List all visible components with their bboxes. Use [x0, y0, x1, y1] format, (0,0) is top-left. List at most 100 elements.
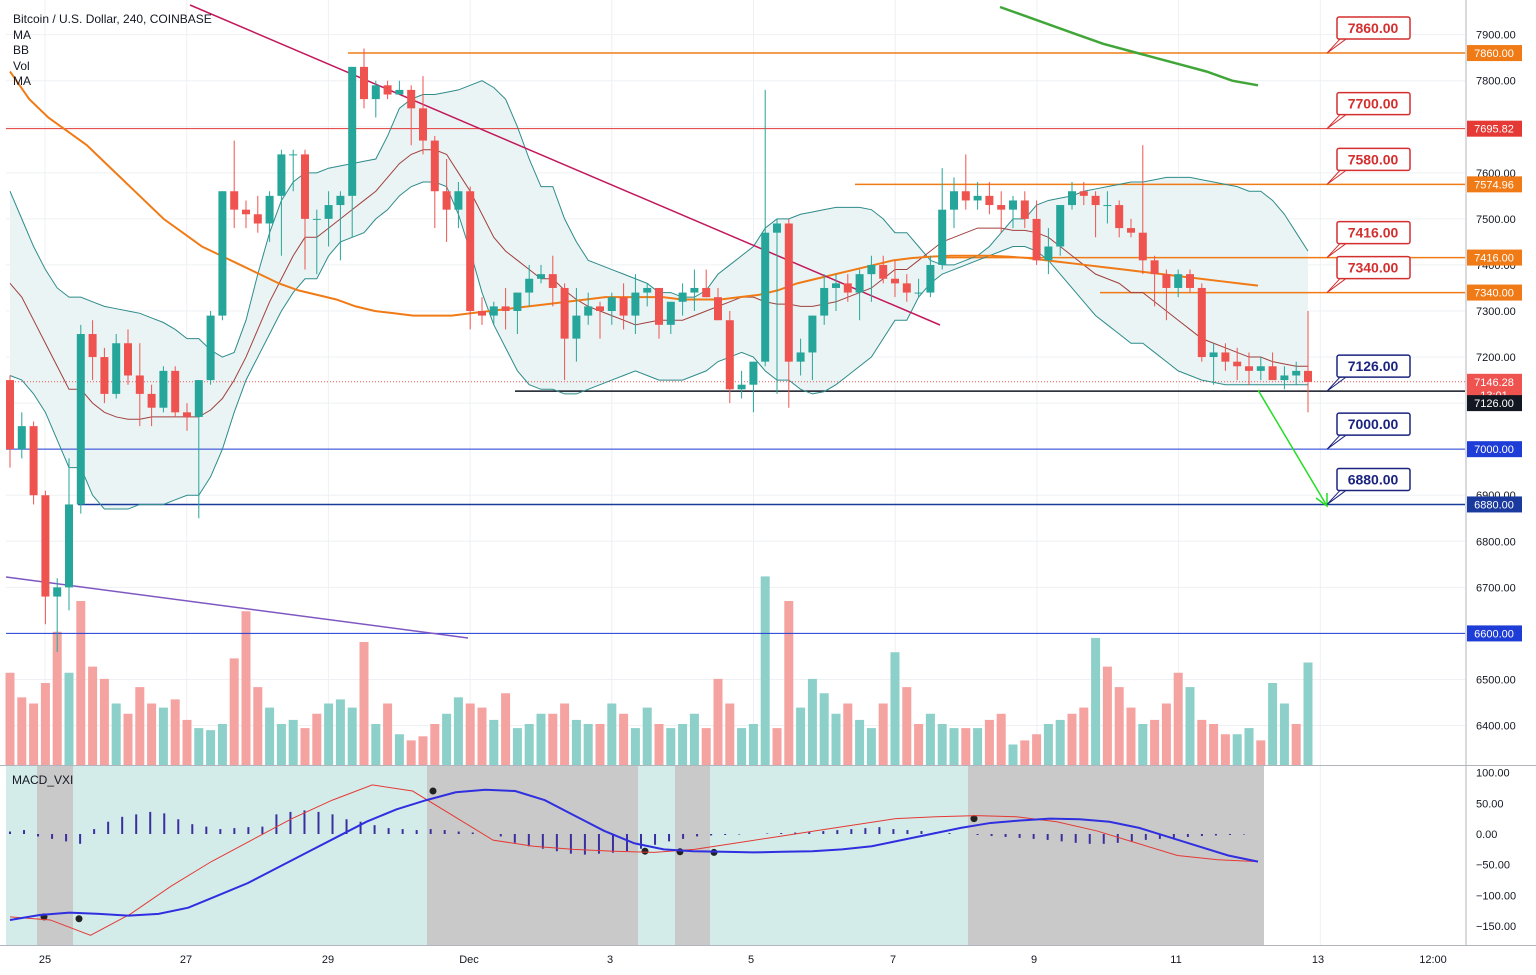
candle-body	[914, 292, 923, 294]
candle-body	[41, 495, 50, 597]
candle-body	[737, 384, 746, 390]
volume-bar	[1291, 724, 1301, 765]
time-axis-label: 9	[1031, 954, 1037, 966]
volume-bar	[501, 693, 511, 765]
volume-bar	[253, 687, 263, 765]
candle-body	[383, 85, 392, 95]
volume-bar	[1043, 724, 1053, 765]
time-axis-label: 25	[39, 954, 51, 966]
volume-bar	[170, 699, 180, 765]
volume-bar	[583, 724, 593, 765]
price-axis-label: 7800.00	[1476, 76, 1516, 88]
candle-body	[902, 283, 911, 293]
candle-body	[525, 278, 534, 293]
candle-body	[112, 343, 121, 394]
candle-body	[938, 209, 947, 265]
candle-body	[1174, 274, 1183, 288]
annotation-label: 7580.00	[1348, 151, 1399, 167]
candle-body	[312, 218, 321, 220]
candle-body	[29, 426, 38, 496]
candle-body	[1209, 352, 1218, 358]
volume-bar	[595, 724, 605, 765]
candle-body	[820, 287, 829, 316]
volume-bar	[418, 736, 428, 765]
price-tag-text: 7000.00	[1474, 444, 1514, 456]
legend-vol[interactable]: Vol	[13, 58, 30, 73]
volume-bar	[914, 724, 924, 765]
volume-bar	[324, 703, 334, 765]
volume-bar	[465, 703, 475, 765]
volume-bar	[312, 713, 322, 765]
candle-body	[761, 232, 770, 362]
price-tag-text: 7340.00	[1474, 288, 1514, 300]
volume-bar	[1161, 703, 1171, 765]
volume-bar	[701, 728, 711, 765]
candle-body	[501, 306, 510, 311]
macd-axis-label: −150.00	[1476, 921, 1516, 933]
legend-ma[interactable]: MA	[13, 27, 31, 42]
candle-body	[242, 209, 250, 215]
candle-body	[784, 223, 793, 362]
volume-bar	[654, 724, 664, 765]
candle-body	[1221, 352, 1230, 362]
candle-body	[265, 195, 274, 224]
candle-body	[1091, 195, 1100, 206]
macd-label: MACD_VXI	[12, 773, 73, 787]
volume-bar	[737, 728, 747, 765]
candle-body	[277, 154, 286, 196]
legend-ma2[interactable]: MA	[13, 74, 31, 88]
annotation-pointer	[1326, 38, 1347, 54]
annotation-pointer	[1326, 376, 1347, 392]
candle-body	[194, 380, 203, 417]
annotation-box	[1336, 16, 1411, 40]
candle-body	[360, 66, 368, 100]
legend-bb[interactable]: BB	[13, 43, 30, 57]
candle-body	[560, 287, 569, 339]
time-axis-label: 5	[748, 954, 754, 966]
price-tag-text: 7126.00	[1474, 398, 1514, 410]
annotation-pointer	[1326, 278, 1347, 293]
annotation-label: 7000.00	[1348, 416, 1399, 432]
macd-cross-dot	[75, 915, 83, 923]
time-axis-label: 11	[1170, 954, 1181, 966]
volume-bar	[961, 728, 971, 765]
volume-bar	[158, 707, 168, 765]
volume-bar	[925, 713, 935, 765]
candle-body	[596, 306, 604, 311]
price-tag-bg	[1467, 395, 1522, 412]
time-axis-label: Dec	[459, 954, 479, 966]
annotation-label: 7860.00	[1348, 20, 1399, 36]
candle-body	[607, 297, 616, 311]
volume-bar	[890, 652, 900, 765]
macd-gray-zone	[968, 766, 1264, 945]
volume-bar	[831, 713, 841, 765]
candle-body	[832, 283, 840, 288]
volume-bar	[1008, 744, 1018, 765]
volume-bar	[866, 728, 876, 765]
candle-body	[843, 283, 852, 293]
volume-bar	[902, 687, 912, 765]
macd-line-blue	[9, 788, 1259, 921]
candle-body	[65, 504, 73, 588]
candle-body	[643, 287, 652, 293]
volume-bar	[1020, 740, 1030, 765]
candle-body	[879, 264, 888, 279]
volume-bar	[135, 687, 145, 765]
volume-bar	[524, 724, 534, 765]
price-tag-bg	[1467, 120, 1522, 137]
candle-body	[1127, 228, 1135, 233]
volume-bar	[1244, 728, 1254, 765]
candles	[6, 48, 1312, 652]
candle-body	[926, 264, 935, 293]
volume-bar	[229, 658, 239, 765]
candle-body	[395, 89, 404, 95]
volume-bar	[182, 719, 192, 765]
legend-title: Bitcoin / U.S. Dollar, 240, COINBASE	[13, 12, 212, 26]
candle-body	[1138, 232, 1147, 261]
candle-body	[135, 375, 144, 394]
price-tag-bg	[1467, 176, 1522, 193]
volume-bar	[571, 719, 581, 765]
volume-bar	[666, 728, 676, 765]
volume-bar	[678, 724, 688, 765]
